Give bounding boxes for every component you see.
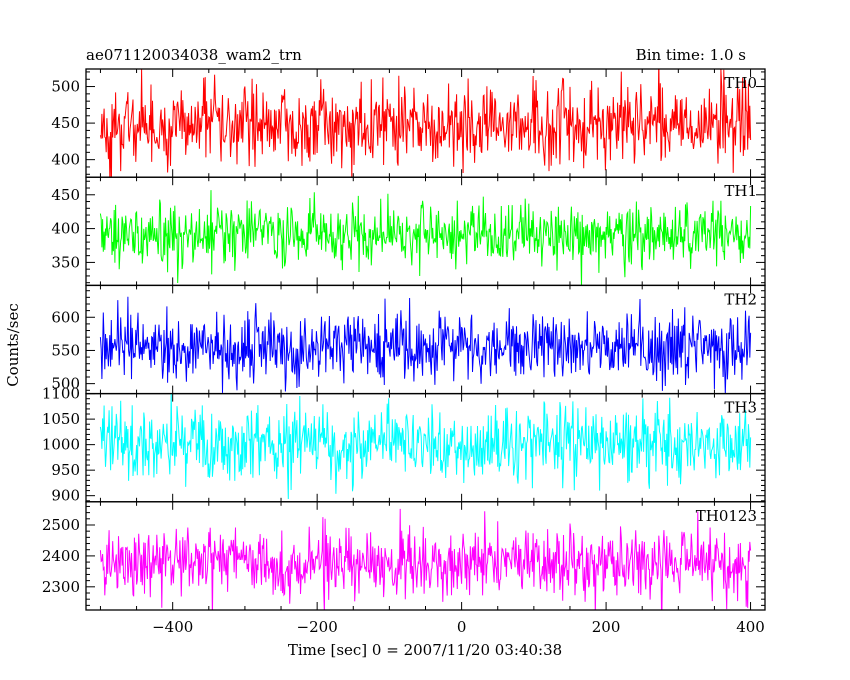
x-tick-label: 400 bbox=[736, 618, 765, 636]
panel-label-th0: TH0 bbox=[724, 74, 757, 92]
panel-label-th0123: TH0123 bbox=[696, 507, 757, 525]
y-tick-label: 400 bbox=[51, 151, 80, 169]
panel-th3: 900 950 1000 1050 1100 TH3 bbox=[42, 385, 766, 505]
series-th1-line bbox=[99, 190, 752, 286]
panel-label-th1: TH1 bbox=[724, 182, 757, 200]
y-tick-label: 1100 bbox=[42, 385, 80, 403]
y-tick-label: 950 bbox=[51, 461, 80, 479]
y-tick-label: 350 bbox=[51, 253, 80, 271]
panel-th1: 350 400 450 TH1 bbox=[51, 176, 766, 287]
x-axis-label: Time [sec] 0 = 2007/11/20 03:40:38 bbox=[288, 641, 562, 659]
y-tick-label: 600 bbox=[51, 308, 80, 326]
panel-label-th2: TH2 bbox=[724, 290, 757, 308]
y-tick-label: 2500 bbox=[42, 516, 80, 534]
panel-th2: 500 550 600 TH2 bbox=[51, 284, 766, 395]
y-tick-label: 900 bbox=[51, 487, 80, 505]
y-tick-label: 500 bbox=[51, 78, 80, 96]
y-tick-label: 450 bbox=[51, 186, 80, 204]
x-tick-label: −400 bbox=[152, 618, 193, 636]
y-tick-label: 500 bbox=[51, 375, 80, 393]
x-tick-label: 0 bbox=[457, 618, 467, 636]
series-th0123-line bbox=[99, 508, 752, 610]
y-tick-label: 400 bbox=[51, 220, 80, 238]
y-tick-label: 2300 bbox=[42, 578, 80, 596]
chart-title-left: ae071120034038_wam2_trn bbox=[86, 46, 302, 64]
chart-title-right: Bin time: 1.0 s bbox=[636, 46, 746, 64]
panel-label-th3: TH3 bbox=[724, 399, 757, 417]
panel-th0123: 2300 2400 2500 TH0123 bbox=[42, 501, 766, 611]
y-tick-label: 450 bbox=[51, 114, 80, 132]
y-tick-label: 1000 bbox=[42, 436, 80, 454]
panel-th0: 400 450 500 TH0 bbox=[51, 68, 766, 178]
x-tick-label: −200 bbox=[297, 618, 338, 636]
y-axis-label: Counts/sec bbox=[4, 303, 22, 387]
series-th3-line bbox=[99, 393, 752, 500]
y-tick-label: 2400 bbox=[42, 547, 80, 565]
series-th2-line bbox=[99, 296, 752, 394]
y-tick-label: 550 bbox=[51, 341, 80, 359]
series-th0-line bbox=[99, 69, 752, 178]
x-tick-label: 200 bbox=[592, 618, 621, 636]
y-tick-label: 1050 bbox=[42, 410, 80, 428]
